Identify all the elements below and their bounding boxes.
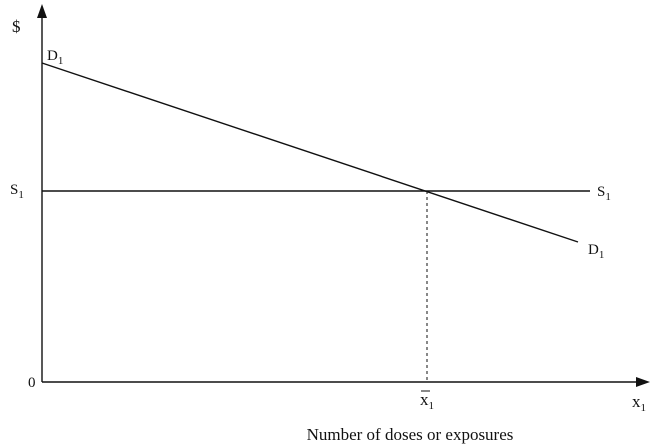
x-axis-title: Number of doses or exposures (307, 425, 514, 444)
x-axis-label: x1 (632, 392, 646, 414)
label-main: S (10, 182, 18, 198)
label-main: x (420, 390, 429, 409)
label-sub: 1 (58, 55, 64, 67)
label-sub: 1 (641, 402, 647, 414)
demand-curve (41, 62, 579, 243)
x-axis-arrow (636, 377, 650, 387)
label-sub: 1 (18, 189, 24, 201)
label-sub: 1 (429, 400, 435, 412)
origin-label: 0 (28, 375, 36, 391)
y-axis-label: $ (12, 17, 21, 36)
label-sub: 1 (599, 249, 605, 261)
label-main: D (47, 48, 58, 64)
equilibrium-x-label: x1 (420, 390, 434, 412)
supply-left-label: S1 (10, 182, 24, 201)
label-main: x (632, 392, 641, 411)
label-main: D (588, 242, 599, 258)
demand-left-label: D1 (47, 48, 63, 67)
supply-right-label: S1 (597, 184, 611, 203)
label-sub: 1 (605, 191, 611, 203)
y-axis-arrow (37, 4, 47, 18)
demand-right-label: D1 (588, 242, 604, 261)
label-main: S (597, 184, 605, 200)
